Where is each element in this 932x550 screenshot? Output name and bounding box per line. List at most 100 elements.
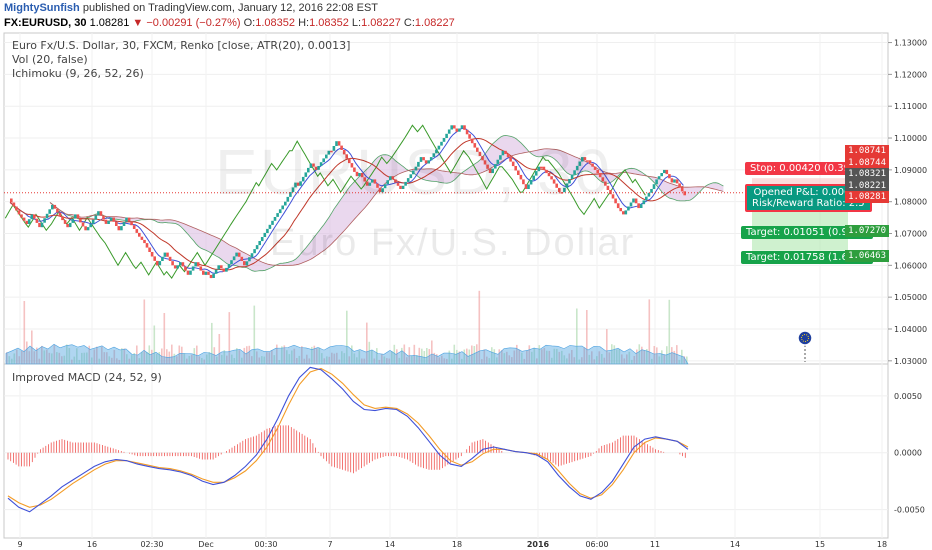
- author-name[interactable]: MightySunfish: [4, 2, 80, 14]
- renko-brick-up: [289, 192, 292, 197]
- volume-bar: [591, 351, 593, 364]
- target-label-2[interactable]: Target: 0.01758 (1.62%): [741, 251, 873, 264]
- volume-bar: [8, 356, 11, 364]
- volume-bar: [126, 354, 128, 364]
- volume-bar: [378, 359, 381, 364]
- volume-bar: [426, 348, 428, 364]
- volume-bar: [516, 344, 518, 364]
- volume-bar: [561, 350, 563, 364]
- chart-frame: [3, 32, 889, 539]
- volume-bar: [673, 350, 676, 364]
- volume-bar: [463, 349, 466, 364]
- renko-brick-up: [440, 141, 443, 146]
- volume-bar: [326, 356, 328, 364]
- volume-bar: [401, 347, 403, 364]
- renko-brick-up: [532, 175, 535, 181]
- renko-brick-up: [565, 183, 569, 188]
- volume-bar: [251, 356, 253, 364]
- macd-legend[interactable]: Improved MACD (24, 52, 9): [12, 371, 162, 384]
- volume-bar: [571, 350, 573, 364]
- x-tick-label: 18: [877, 540, 887, 549]
- volume-bar: [421, 348, 423, 364]
- volume-bar: [556, 348, 558, 364]
- volume-bar: [488, 358, 491, 364]
- price-tag: 1.08741: [845, 145, 889, 157]
- volume-bar: [623, 358, 626, 364]
- volume-bar: [248, 345, 251, 364]
- renko-brick-down: [166, 252, 169, 257]
- volume-bar: [98, 358, 101, 364]
- volume-bar: [111, 357, 113, 364]
- symbol-name: FX:EURUSD, 30: [4, 17, 87, 29]
- renko-brick-up: [268, 224, 272, 229]
- volume-bar: [131, 355, 133, 364]
- volume-bar: [218, 334, 221, 364]
- volume-bars: [5, 290, 689, 365]
- renko-brick-up: [381, 188, 384, 193]
- renko-brick-up: [386, 180, 389, 185]
- renko-brick-down: [330, 150, 333, 153]
- renko-brick-up: [248, 257, 251, 262]
- target-label-1[interactable]: Target: 0.01051 (0.97%): [741, 226, 873, 239]
- tenkan-sen-line: [9, 127, 684, 274]
- eu-flag-icon[interactable]: [797, 330, 813, 362]
- volume-bar: [281, 346, 283, 364]
- volume-bar: [48, 352, 51, 364]
- renko-brick-down: [17, 210, 21, 215]
- renko-brick-up: [632, 198, 635, 203]
- renko-brick-down: [622, 211, 625, 215]
- y-tick-label: 1.07000: [894, 230, 927, 239]
- renko-brick-up: [647, 192, 651, 197]
- volume-bar: [563, 355, 566, 364]
- volume-bar: [541, 349, 543, 364]
- renko-brick-down: [509, 157, 512, 162]
- renko-brick-down: [209, 274, 213, 279]
- renko-brick-up: [271, 220, 274, 225]
- volume-bar: [578, 359, 581, 364]
- volume-bar: [88, 345, 91, 364]
- volume-bar: [356, 357, 358, 364]
- volume-bar: [446, 358, 448, 364]
- renko-brick-down: [522, 179, 525, 185]
- volume-bar: [386, 358, 388, 364]
- stop-label[interactable]: Stop: 0.00420 (0.39%): [745, 162, 869, 175]
- volume-bar: [403, 344, 406, 364]
- renko-brick-down: [680, 187, 684, 192]
- renko-brick-down: [619, 208, 622, 212]
- renko-brick-up: [501, 150, 505, 156]
- volume-bar: [243, 347, 246, 364]
- renko-brick-down: [81, 222, 85, 227]
- renko-brick-down: [517, 170, 520, 175]
- volume-bar: [671, 347, 673, 364]
- volume-bar: [253, 305, 256, 364]
- volume-bar: [201, 358, 203, 364]
- main-series-legend[interactable]: Euro Fx/U.S. Dollar, 30, FXCM, Renko [cl…: [12, 39, 351, 52]
- volume-bar: [128, 358, 131, 364]
- volume-bar: [651, 358, 653, 364]
- renko-brick-down: [12, 202, 16, 207]
- volume-bar: [298, 355, 301, 364]
- volume-bar: [663, 354, 666, 364]
- axes: 1.13000 1.12000 1.11000 1.10000 1.09000 1.080…: [17, 39, 927, 549]
- renko-brick-down: [609, 190, 612, 195]
- volume-bar: [548, 350, 551, 364]
- volume-legend[interactable]: Vol (20, false): [12, 53, 88, 66]
- ichimoku-legend[interactable]: Ichimoku (9, 26, 52, 26): [12, 67, 144, 80]
- volume-bar: [593, 359, 596, 364]
- volume-bar: [158, 352, 161, 364]
- volume-bar: [551, 357, 553, 364]
- y-tick-label: 1.10000: [894, 134, 927, 143]
- renko-brick-down: [35, 218, 39, 223]
- renko-brick-down: [184, 266, 187, 271]
- renko-brick-down: [196, 262, 200, 267]
- renko-brick-up: [534, 171, 538, 176]
- volume-bar: [256, 351, 258, 364]
- renko-brick-up: [624, 210, 628, 215]
- volume-bar: [481, 359, 483, 364]
- renko-brick-up: [253, 249, 256, 254]
- volume-bar: [476, 344, 478, 364]
- volume-bar: [406, 357, 408, 364]
- renko-brick-down: [20, 214, 23, 218]
- renko-brick-up: [301, 176, 305, 182]
